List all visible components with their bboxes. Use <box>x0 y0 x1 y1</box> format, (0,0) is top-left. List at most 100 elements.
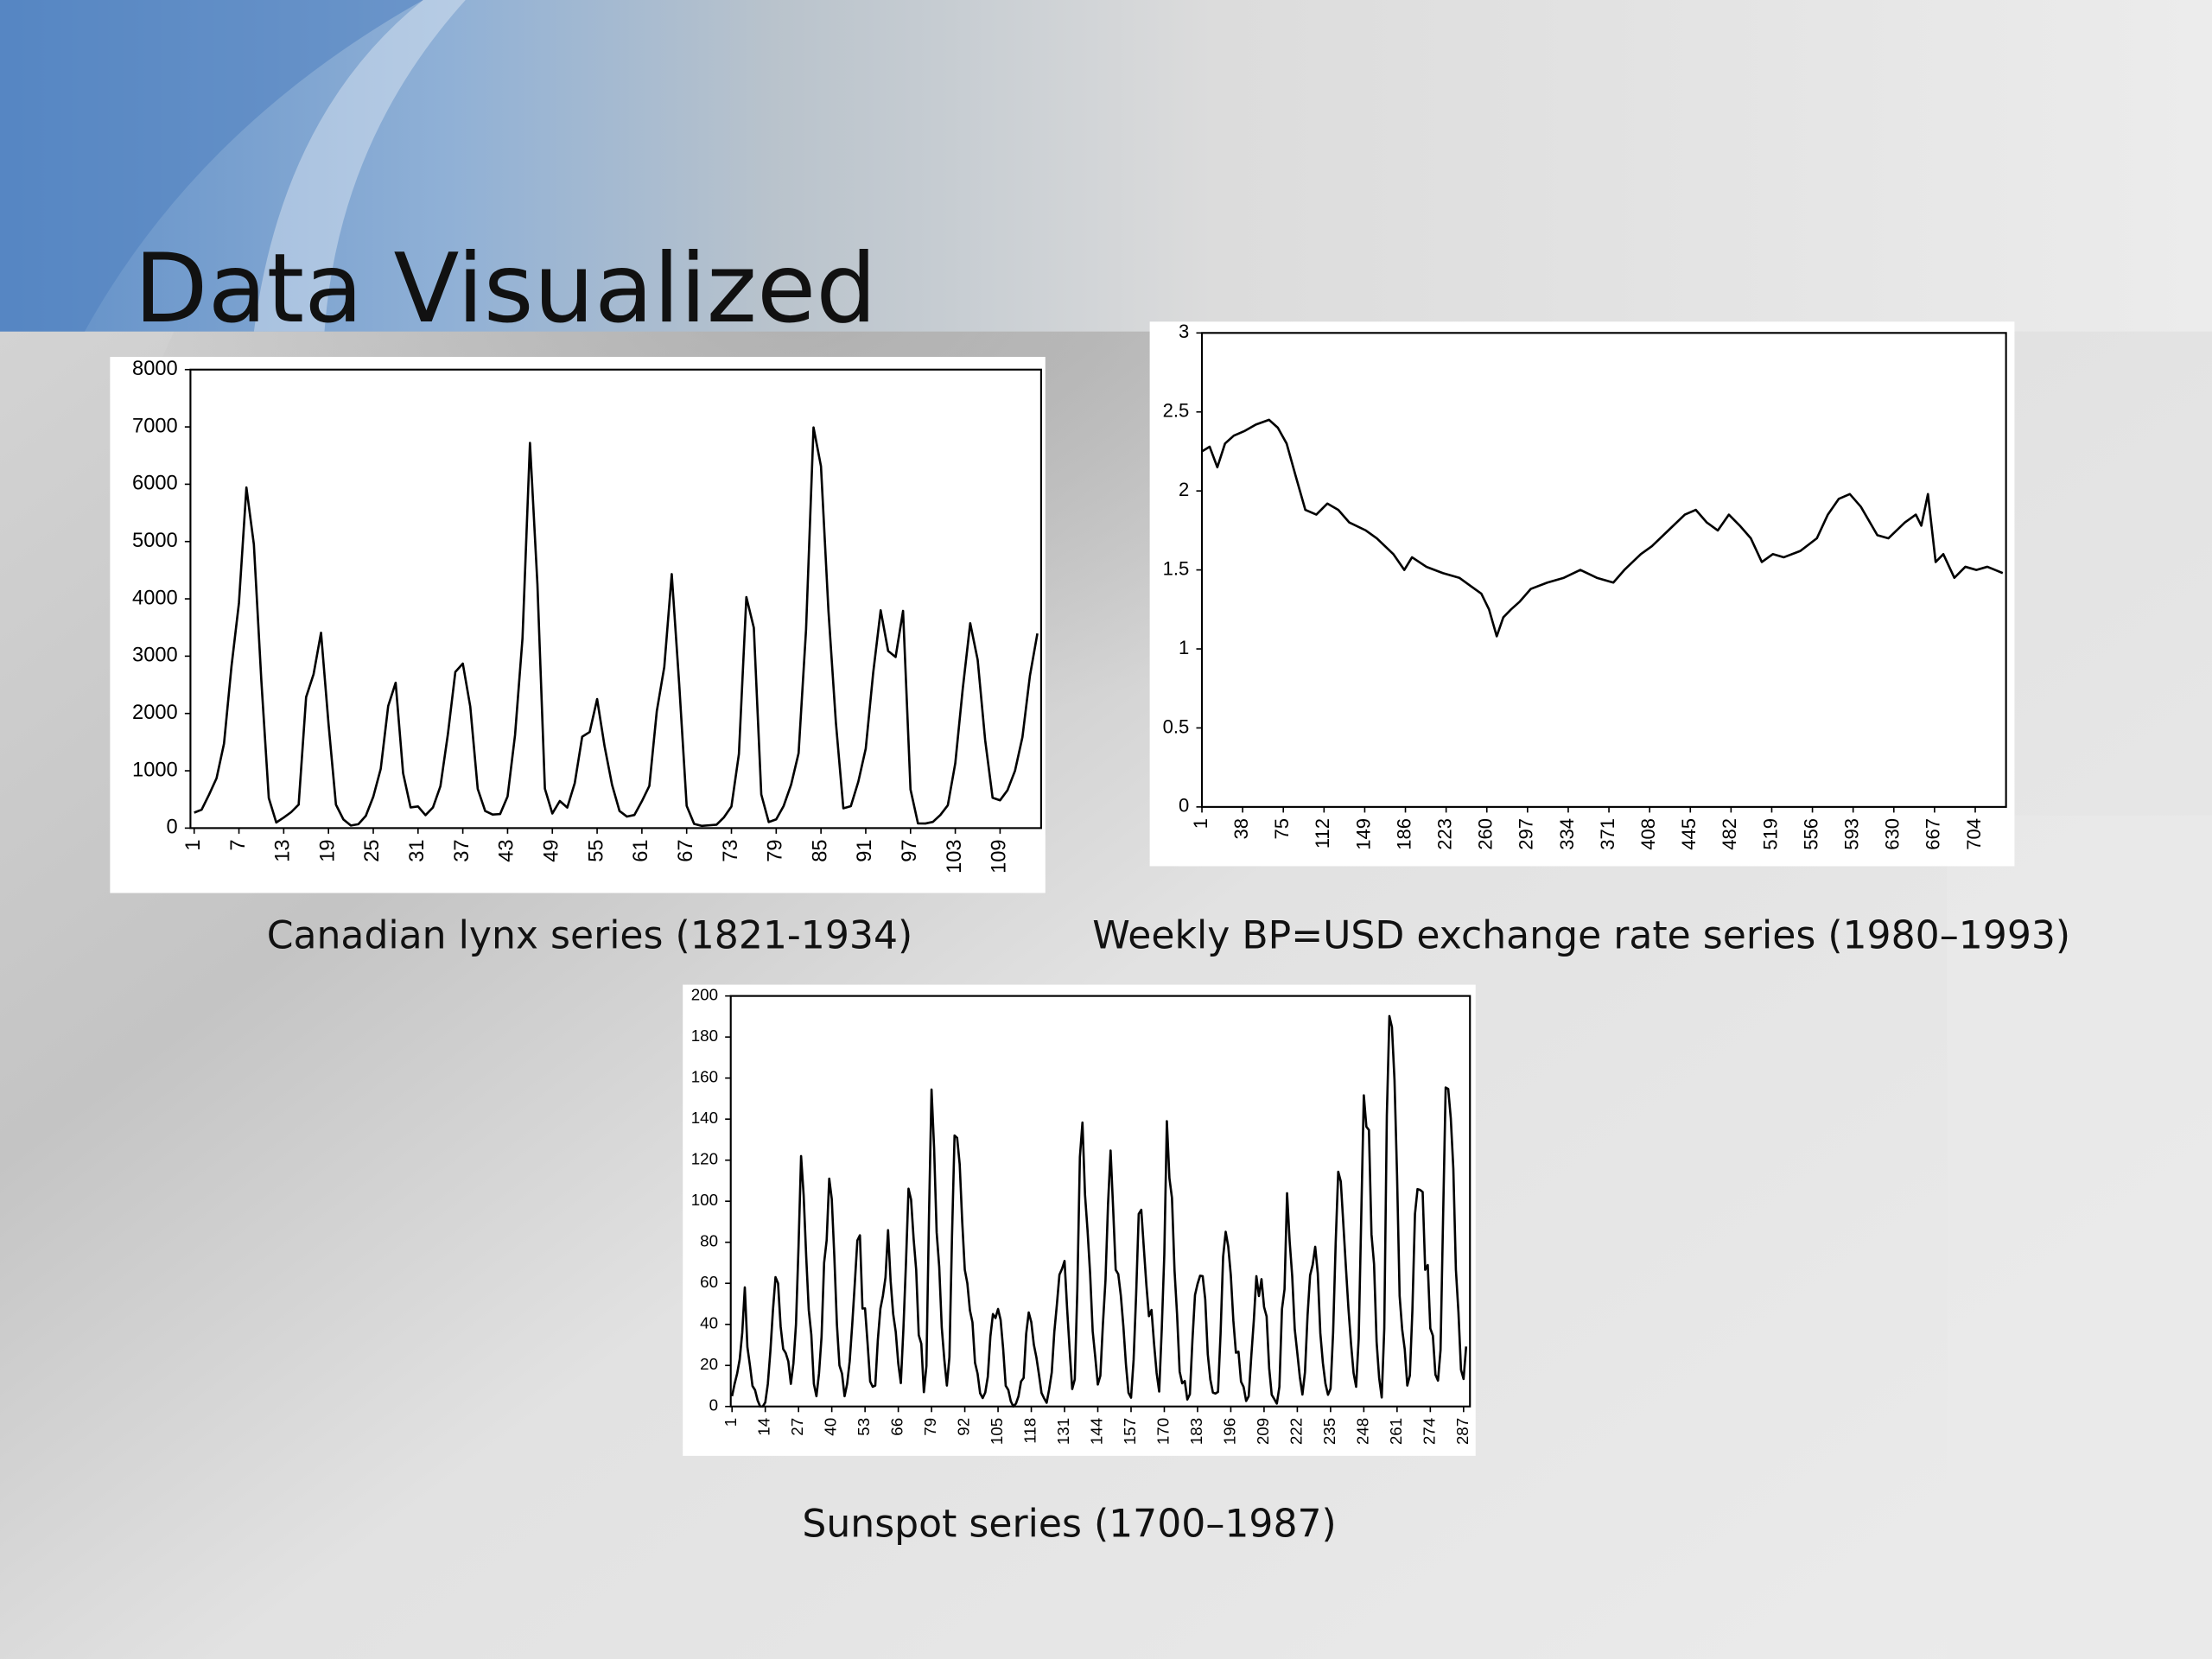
slide-title: Data Visualized <box>134 233 877 345</box>
x-tick-label: 196 <box>1220 1418 1238 1445</box>
x-tick-label: 183 <box>1187 1418 1205 1445</box>
swoosh <box>0 0 423 332</box>
x-tick-label: 445 <box>1678 818 1700 850</box>
x-tick-label: 79 <box>765 839 787 861</box>
x-tick-label: 97 <box>899 839 921 861</box>
data-line <box>194 426 1039 828</box>
x-tick-label: 1 <box>721 1418 740 1427</box>
x-tick-label: 37 <box>451 839 474 861</box>
y-tick-label: 160 <box>691 1068 718 1086</box>
y-tick-label: 5000 <box>132 530 178 552</box>
x-tick-label: 260 <box>1475 818 1497 850</box>
y-tick-label: 3 <box>1179 321 1189 342</box>
x-tick-label: 1 <box>1190 818 1211 829</box>
x-tick-label: 19 <box>316 839 339 861</box>
x-tick-label: 27 <box>788 1418 806 1436</box>
x-tick-label: 91 <box>854 839 876 861</box>
x-tick-label: 519 <box>1759 818 1781 850</box>
y-tick-label: 120 <box>691 1150 718 1168</box>
x-tick-label: 53 <box>855 1418 873 1436</box>
chart: 0 1000 2000 3000 4000 5000 6000 7000 8000 1 7 13 19 2… <box>110 357 1046 958</box>
y-tick-label: 2000 <box>132 702 178 724</box>
chart-caption: Sunspot series (1700–1987) <box>802 1503 1336 1547</box>
x-tick-label: 38 <box>1230 818 1252 840</box>
y-tick-label: 0 <box>1179 795 1189 817</box>
y-tick-label: 3000 <box>132 645 178 667</box>
x-tick-label: 334 <box>1556 818 1578 850</box>
x-tick-label: 75 <box>1271 818 1293 840</box>
x-tick-label: 149 <box>1352 818 1374 850</box>
x-tick-label: 157 <box>1121 1418 1139 1445</box>
x-tick-label: 593 <box>1841 818 1863 850</box>
x-tick-label: 67 <box>675 839 697 861</box>
x-tick-label: 103 <box>944 839 966 873</box>
x-tick-label: 85 <box>809 839 831 861</box>
x-tick-label: 170 <box>1154 1418 1172 1445</box>
x-tick-label: 223 <box>1433 818 1455 850</box>
y-tick-label: 4000 <box>132 587 178 609</box>
y-tick-label: 80 <box>700 1232 718 1250</box>
x-tick-label: 61 <box>630 839 652 861</box>
x-tick-label: 92 <box>955 1418 973 1436</box>
chart-caption: Canadian lynx series (1821-1934) <box>267 914 912 958</box>
y-tick-label: 180 <box>691 1027 718 1045</box>
y-tick-label: 2.5 <box>1163 400 1190 422</box>
x-tick-label: 704 <box>1963 818 1985 850</box>
x-tick-label: 25 <box>361 839 384 861</box>
plot-frame <box>1200 332 2007 808</box>
chart: 0 0.5 1 1.5 2 2.5 3 1 38 75 112 149 186 223 260 297 334 3… <box>1092 321 2070 958</box>
chart-panel <box>110 357 1046 893</box>
x-tick-label: 1 <box>182 839 205 850</box>
swoosh-highlight <box>253 0 466 332</box>
x-tick-label: 630 <box>1882 818 1904 850</box>
y-tick-label: 0.5 <box>1163 715 1190 737</box>
y-tick-label: 8000 <box>132 358 178 380</box>
x-tick-label: 109 <box>988 839 1011 873</box>
chart-caption: Weekly BP=USD exchange rate series (1980… <box>1092 914 2070 958</box>
y-tick-label: 20 <box>700 1355 718 1373</box>
x-tick-label: 261 <box>1387 1418 1405 1445</box>
x-tick-label: 43 <box>496 839 518 861</box>
x-tick-label: 287 <box>1453 1418 1471 1445</box>
data-line <box>1201 418 2004 638</box>
y-tick-label: 0 <box>709 1396 718 1414</box>
x-tick-label: 186 <box>1393 818 1414 850</box>
x-tick-label: 14 <box>755 1418 773 1436</box>
y-tick-label: 2 <box>1179 479 1189 500</box>
x-tick-label: 556 <box>1800 818 1821 850</box>
x-tick-label: 7 <box>227 839 250 850</box>
x-tick-label: 297 <box>1516 818 1537 850</box>
x-tick-label: 482 <box>1719 818 1740 850</box>
x-tick-label: 222 <box>1287 1418 1305 1445</box>
y-tick-label: 1.5 <box>1163 557 1190 579</box>
title-band <box>0 0 2212 332</box>
x-tick-label: 13 <box>272 839 295 861</box>
x-tick-label: 371 <box>1597 818 1618 850</box>
x-tick-label: 235 <box>1320 1418 1338 1445</box>
y-tick-label: 140 <box>691 1109 718 1127</box>
plot-frame <box>189 368 1042 830</box>
x-tick-label: 73 <box>720 839 742 861</box>
x-tick-label: 144 <box>1087 1418 1105 1445</box>
x-tick-label: 248 <box>1353 1418 1371 1445</box>
y-tick-label: 0 <box>167 817 178 839</box>
data-line <box>730 1014 1468 1408</box>
x-tick-label: 209 <box>1254 1418 1272 1445</box>
x-tick-label: 79 <box>921 1418 939 1436</box>
x-tick-label: 131 <box>1054 1418 1072 1445</box>
x-tick-label: 49 <box>540 839 563 861</box>
y-tick-label: 40 <box>700 1314 718 1332</box>
y-tick-label: 200 <box>691 986 718 1004</box>
x-tick-label: 112 <box>1312 818 1333 849</box>
x-tick-label: 105 <box>988 1418 1006 1445</box>
plot-frame <box>729 995 1471 1408</box>
y-tick-label: 60 <box>700 1273 718 1291</box>
chart: 0 20 40 60 80 100 120 140 160 180 200 1 14 27 40 53 66 79… <box>683 984 1476 1547</box>
chart-panel <box>1149 321 2015 867</box>
x-tick-label: 55 <box>585 839 607 861</box>
x-tick-label: 40 <box>822 1418 840 1436</box>
y-tick-label: 100 <box>691 1191 718 1209</box>
y-tick-label: 7000 <box>132 415 178 437</box>
